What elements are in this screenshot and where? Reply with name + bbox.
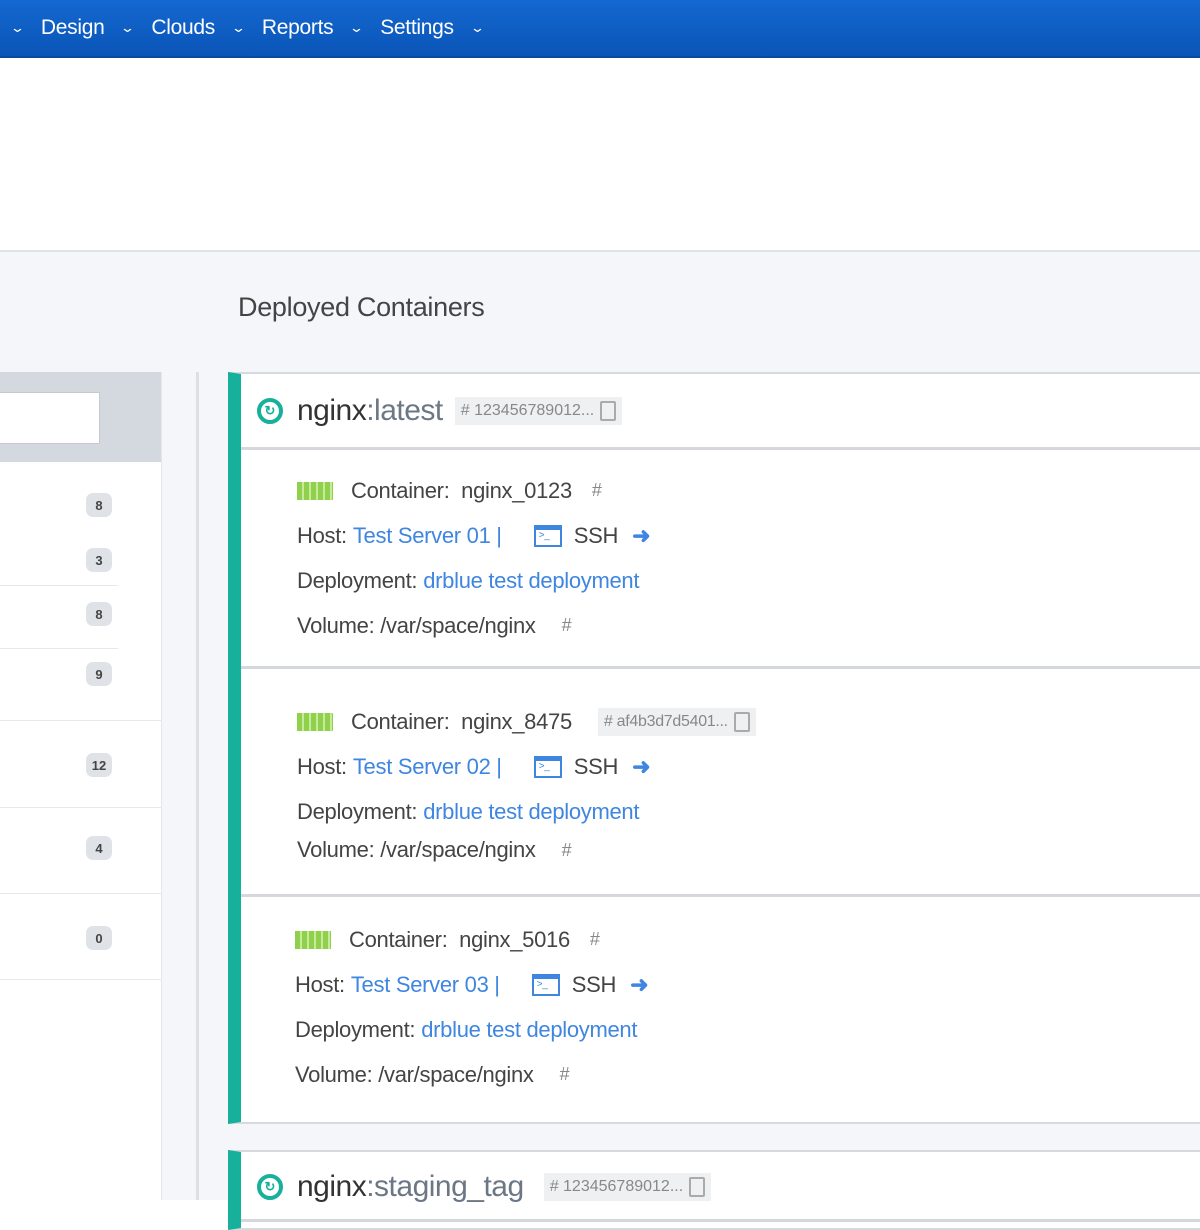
container-hash: # af4b3d7d5401... — [597, 707, 756, 736]
ssh-label[interactable]: SSH — [573, 522, 619, 548]
image-hash: # 123456789012... — [454, 396, 623, 425]
volume-path: Volume: /var/space/nginx — [297, 612, 536, 638]
page-title: Deployed Containers — [238, 292, 485, 322]
image-hash: # 123456789012... — [543, 1172, 712, 1201]
divider — [0, 648, 118, 649]
chevron-down-icon[interactable]: ⌄ — [349, 20, 365, 35]
nav-clouds[interactable]: Clouds — [151, 16, 215, 39]
host-link[interactable]: Test Server 03 | — [350, 971, 500, 997]
image-card-staging: ↻ nginx:staging_tag # 123456789012... — [228, 1150, 1200, 1230]
volume-path: Volume: /var/space/nginx — [295, 1061, 534, 1087]
hash-icon[interactable]: # — [561, 615, 572, 635]
hash-icon[interactable]: # — [591, 480, 602, 500]
nav-settings[interactable]: Settings — [380, 16, 454, 39]
container-section: Container: nginx_0123 # Host: Test Server … — [241, 450, 1200, 669]
open-external-icon[interactable]: ➜ — [632, 753, 651, 779]
open-external-icon[interactable]: ➜ — [630, 971, 649, 997]
chevron-down-icon[interactable]: ⌄ — [469, 20, 485, 35]
hash-icon[interactable]: # — [589, 929, 600, 949]
open-external-icon[interactable]: ➜ — [632, 522, 651, 548]
container-name: nginx_0123 — [461, 477, 572, 503]
container-section: Container: nginx_8475 # af4b3d7d5401... H… — [241, 669, 1200, 897]
count-badge: 8 — [86, 602, 112, 626]
host-link[interactable]: Test Server 02 | — [352, 753, 502, 779]
terminal-icon[interactable]: >_ — [531, 973, 560, 996]
count-badge: 0 — [86, 926, 112, 950]
image-name[interactable]: nginx:staging_tag — [297, 1169, 524, 1203]
divider — [0, 720, 162, 721]
count-badge: 8 — [86, 493, 112, 517]
clipboard-icon[interactable] — [733, 711, 750, 732]
count-badge: 3 — [86, 548, 112, 572]
container-icon — [295, 930, 331, 949]
host-link[interactable]: Test Server 01 | — [352, 522, 502, 548]
sidebar-search-input[interactable] — [0, 392, 100, 444]
sidebar-header — [0, 372, 161, 462]
sidebar: 8 3 8 9 12 4 0 — [0, 372, 162, 1200]
clipboard-icon[interactable] — [689, 1176, 706, 1197]
panel-divider[interactable] — [196, 372, 199, 1200]
deployment-link[interactable]: drblue test deployment — [423, 798, 640, 824]
deployment-link[interactable]: drblue test deployment — [421, 1016, 638, 1042]
image-name[interactable]: nginx:latest — [297, 393, 443, 427]
container-icon — [297, 481, 333, 500]
divider — [0, 807, 162, 808]
divider — [0, 979, 162, 980]
count-badge: 9 — [86, 662, 112, 686]
ssh-label[interactable]: SSH — [571, 971, 617, 997]
divider — [0, 893, 162, 894]
image-card-latest: ↻ nginx:latest # 123456789012... Contain… — [228, 372, 1200, 1124]
container-section: Container: nginx_5016 # Host: Test Server … — [295, 926, 649, 1087]
card-header: ↻ nginx:staging_tag # 123456789012... — [241, 1152, 1200, 1222]
divider — [0, 585, 118, 586]
count-badge: 4 — [86, 836, 112, 860]
volume-path: Volume: /var/space/nginx — [297, 837, 536, 862]
chevron-down-icon[interactable]: ⌄ — [120, 20, 136, 35]
ssh-label[interactable]: SSH — [573, 753, 619, 779]
container-icon — [297, 712, 333, 731]
count-badge: 12 — [86, 753, 112, 777]
deployment-link[interactable]: drblue test deployment — [423, 567, 640, 593]
clipboard-icon[interactable] — [600, 400, 617, 421]
terminal-icon[interactable]: >_ — [533, 524, 562, 547]
nav-reports[interactable]: Reports — [261, 16, 334, 39]
top-navbar: ⌄ Design ⌄ Clouds ⌄ Reports ⌄ Settings ⌄ — [0, 0, 1200, 58]
container-name: nginx_8475 — [461, 708, 572, 734]
card-header: ↻ nginx:latest # 123456789012... — [241, 374, 1200, 450]
sync-icon: ↻ — [257, 1173, 283, 1200]
terminal-icon[interactable]: >_ — [533, 755, 562, 778]
container-name: nginx_5016 — [459, 926, 570, 952]
nav-design[interactable]: Design — [40, 16, 105, 39]
chevron-down-icon[interactable]: ⌄ — [9, 20, 26, 35]
hash-icon[interactable]: # — [561, 839, 572, 860]
hash-icon[interactable]: # — [559, 1064, 570, 1084]
chevron-down-icon[interactable]: ⌄ — [230, 20, 247, 35]
sync-icon: ↻ — [257, 397, 283, 424]
